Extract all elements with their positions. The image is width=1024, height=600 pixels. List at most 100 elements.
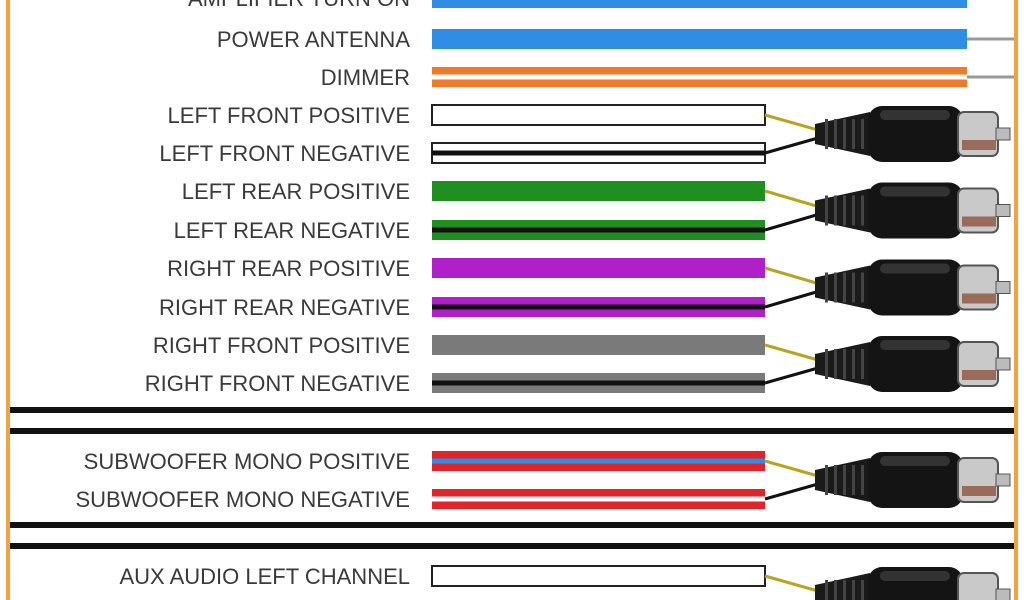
rca-plug	[764, 452, 1011, 508]
negative-lead	[764, 366, 819, 385]
plug-ridge	[852, 272, 855, 303]
plug-ridge	[825, 580, 828, 600]
wire-row: POWER ANTENNA	[217, 27, 1014, 52]
plug-ridge	[834, 349, 837, 379]
plug-ridge	[843, 465, 846, 495]
section-divider	[10, 543, 1014, 549]
wire-stripe	[432, 150, 765, 156]
wire-stripe	[432, 227, 765, 233]
plug-metal-sleeve	[957, 572, 999, 600]
section-divider	[10, 522, 1014, 528]
wire-blue	[432, 0, 967, 8]
plug-ridge	[861, 272, 864, 303]
plug-pin	[995, 588, 1011, 600]
plug-ridge	[834, 272, 837, 303]
plug-ridge	[825, 272, 828, 303]
plug-ridge	[834, 465, 837, 495]
plug-ridge	[861, 119, 864, 149]
wire-row: SUBWOOFER MONO NEGATIVE	[75, 487, 765, 512]
frame-left	[6, 0, 10, 600]
wire-label: LEFT FRONT NEGATIVE	[159, 141, 410, 166]
wire-row: DIMMER	[321, 65, 1014, 90]
plug-ridge	[834, 580, 837, 600]
wire-row: LEFT FRONT POSITIVE	[168, 103, 766, 128]
plug-body-highlight	[880, 263, 950, 274]
plug-body-highlight	[880, 186, 950, 197]
plug-ridge	[852, 349, 855, 379]
positive-lead	[764, 343, 819, 362]
plug-strain-relief	[815, 342, 870, 386]
wire-row: SUBWOOFER MONO POSITIVE	[84, 449, 765, 474]
wire-blue	[432, 29, 967, 49]
wire-stripe	[432, 496, 765, 502]
wire-row: LEFT REAR POSITIVE	[182, 179, 765, 204]
section-divider	[10, 428, 1014, 434]
plug-strain-relief	[815, 573, 870, 600]
positive-lead	[764, 574, 819, 593]
frame-right	[1014, 0, 1018, 600]
plug-ridge	[852, 465, 855, 495]
plug-pin	[995, 204, 1011, 217]
plug-strain-relief	[815, 188, 870, 233]
rca-plug	[764, 336, 1011, 392]
plug-ridge	[861, 580, 864, 600]
wire-stripe	[432, 304, 765, 310]
plug-ridge	[834, 119, 837, 149]
wire-stripe	[432, 380, 765, 386]
plug-ridge	[861, 195, 864, 226]
plug-pin	[995, 473, 1011, 487]
wire-label: LEFT REAR POSITIVE	[182, 179, 410, 204]
plug-sleeve-shade	[962, 370, 996, 380]
plug-ridge	[843, 119, 846, 149]
plug-pin	[995, 281, 1011, 294]
wire-row: AUX AUDIO LEFT CHANNEL	[119, 564, 766, 589]
positive-lead	[764, 113, 819, 132]
plug-ridge	[852, 195, 855, 226]
plug-sleeve-shade	[962, 486, 996, 496]
plug-strain-relief	[815, 458, 870, 502]
plug-ridge	[843, 580, 846, 600]
wire-label: AMPLIFIER TURN ON	[188, 0, 410, 11]
wire-row: RIGHT REAR POSITIVE	[167, 256, 765, 281]
plug-ridge	[852, 580, 855, 600]
positive-lead	[764, 459, 819, 478]
wire-gray	[432, 335, 765, 355]
plug-ridge	[843, 272, 846, 303]
plug-strain-relief	[815, 112, 870, 156]
wire-label: SUBWOOFER MONO NEGATIVE	[75, 487, 410, 512]
negative-lead	[764, 290, 819, 309]
rca-plug	[764, 567, 1011, 600]
plug-ridge	[825, 349, 828, 379]
wire-row: LEFT FRONT NEGATIVE	[159, 141, 766, 166]
wire-white	[431, 104, 766, 126]
section-divider	[10, 407, 1014, 413]
plug-ridge	[825, 119, 828, 149]
plug-sleeve-shade	[962, 140, 996, 150]
rca-plug	[764, 259, 1011, 316]
plug-sleeve-shade	[962, 293, 996, 304]
negative-lead	[764, 482, 819, 501]
wire-label: AUX AUDIO LEFT CHANNEL	[119, 564, 410, 589]
plug-body-highlight	[880, 110, 950, 120]
plug-ridge	[825, 465, 828, 495]
plug-pin	[995, 127, 1011, 141]
plug-body-highlight	[880, 571, 950, 581]
wire-label: LEFT FRONT POSITIVE	[168, 103, 410, 128]
wire-row: RIGHT REAR NEGATIVE	[159, 295, 765, 320]
wire-label: DIMMER	[321, 65, 410, 90]
plug-pin	[995, 357, 1011, 371]
wire-white	[431, 565, 766, 587]
wire-row: RIGHT FRONT POSITIVE	[153, 333, 765, 358]
wire-purple	[432, 258, 765, 278]
wire-label: RIGHT REAR POSITIVE	[167, 256, 410, 281]
rca-plug	[764, 106, 1011, 162]
plug-ridge	[861, 465, 864, 495]
plug-body-highlight	[880, 340, 950, 350]
negative-lead	[764, 213, 819, 232]
plug-ridge	[861, 349, 864, 379]
plug-ridge	[825, 195, 828, 226]
wire-label: SUBWOOFER MONO POSITIVE	[84, 449, 410, 474]
wire-row: LEFT REAR NEGATIVE	[174, 218, 765, 243]
wire-label: RIGHT FRONT POSITIVE	[153, 333, 410, 358]
